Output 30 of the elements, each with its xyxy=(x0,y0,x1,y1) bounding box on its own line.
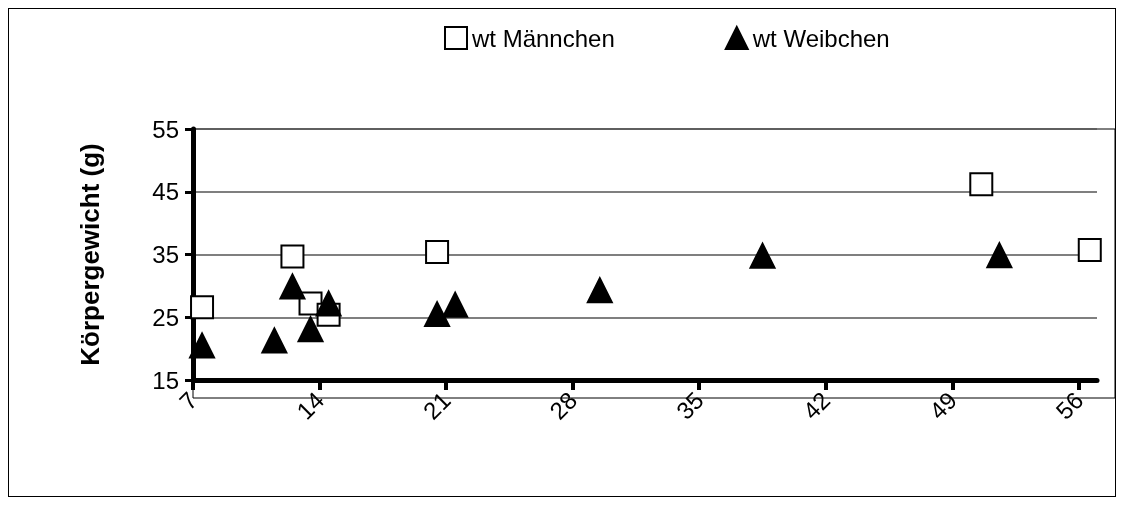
point xyxy=(749,242,776,269)
y-tick-label: 45 xyxy=(152,178,179,206)
point xyxy=(279,273,306,300)
y-tick-label: 55 xyxy=(152,115,179,143)
legend-label: wt Männchen xyxy=(471,24,615,52)
y-axis-title: Körpergewicht (g) xyxy=(75,143,105,366)
x-tick-label: 14 xyxy=(291,386,330,425)
point xyxy=(190,295,215,320)
legend-label: wt Weibchen xyxy=(751,24,890,52)
y-tick-label: 35 xyxy=(152,241,179,268)
y-tick-label: 15 xyxy=(152,366,179,394)
point xyxy=(969,172,994,197)
x-tick-label: 56 xyxy=(1050,386,1089,425)
x-tick-label: 49 xyxy=(923,386,962,425)
x-tick-label: 28 xyxy=(544,386,583,425)
point xyxy=(442,291,469,318)
point xyxy=(586,277,613,304)
point xyxy=(315,290,342,317)
y-tick-label: 25 xyxy=(152,303,179,331)
x-tick-label: 21 xyxy=(417,386,456,425)
x-tick-label: 42 xyxy=(797,386,836,425)
point xyxy=(189,332,216,359)
point xyxy=(425,239,450,264)
point xyxy=(1077,238,1102,263)
point xyxy=(424,301,451,328)
x-tick-label: 35 xyxy=(670,386,709,425)
point xyxy=(280,244,305,269)
point xyxy=(261,327,288,354)
point xyxy=(297,316,324,343)
point xyxy=(986,242,1013,269)
